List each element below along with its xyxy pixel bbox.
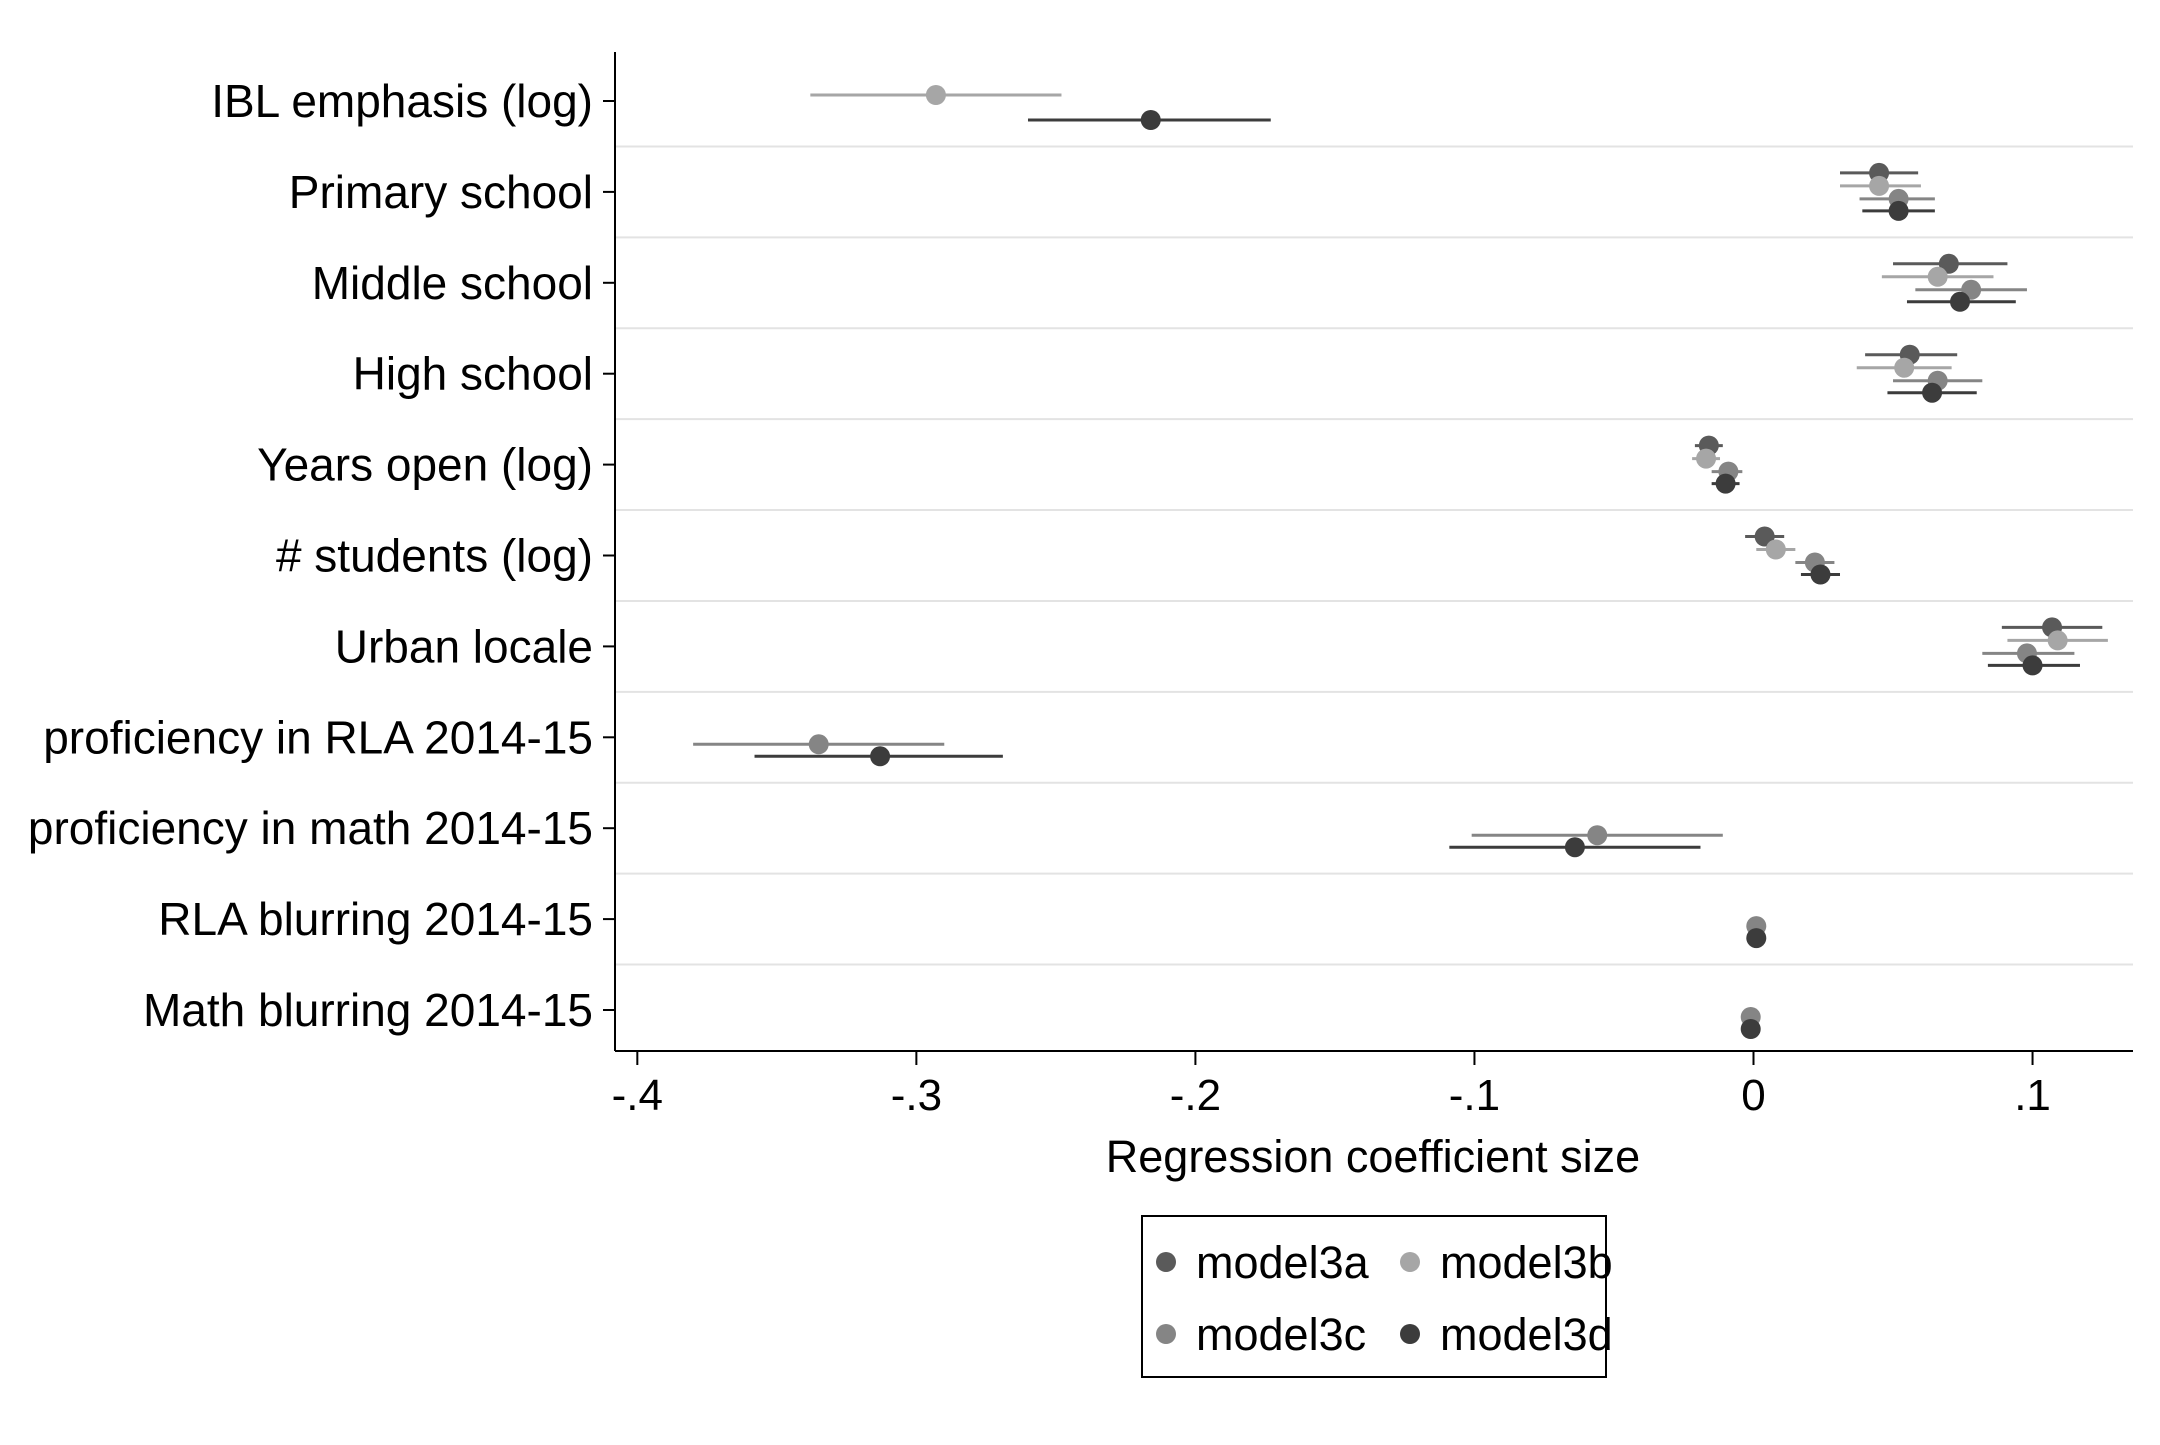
x-tick-label: -.2 xyxy=(1170,1071,1221,1120)
point-model3d xyxy=(1949,291,1970,312)
y-tick-label: proficiency in RLA 2014-15 xyxy=(43,711,593,763)
point-model3d xyxy=(1140,110,1161,130)
point-model3d xyxy=(870,746,891,767)
gridlines xyxy=(615,145,2133,966)
legend-swatch-model3c xyxy=(1156,1324,1176,1344)
point-model3b xyxy=(1869,175,1890,196)
point-model3d xyxy=(1810,564,1831,585)
legend-swatch-model3a xyxy=(1156,1252,1176,1272)
y-tick-label: Years open (log) xyxy=(257,439,593,491)
x-tick-label: -.1 xyxy=(1449,1071,1500,1120)
legend: model3a model3b model3c model3d xyxy=(1141,1215,1613,1378)
y-tick-label: IBL emphasis (log) xyxy=(211,75,593,127)
point-model3d xyxy=(1564,837,1585,858)
point-model3b xyxy=(925,85,946,105)
x-tick-label: -.4 xyxy=(612,1071,663,1120)
y-tick-labels: IBL emphasis (log) Primary school Middle s… xyxy=(28,75,593,1036)
point-model3d xyxy=(1746,928,1767,949)
point-model3b xyxy=(1927,266,1948,287)
x-tick-label: 0 xyxy=(1741,1071,1765,1120)
point-model3d xyxy=(1922,382,1943,403)
axes xyxy=(603,52,2133,1065)
point-model3d xyxy=(2022,655,2043,676)
legend-swatch-model3b xyxy=(1400,1252,1420,1272)
legend-label-model3c: model3c xyxy=(1196,1309,1366,1360)
point-model3b xyxy=(2047,630,2068,651)
legend-swatch-model3d xyxy=(1400,1324,1420,1344)
point-model3d xyxy=(1740,1019,1761,1039)
y-tick-label: Urban locale xyxy=(335,620,593,672)
point-model3d xyxy=(1715,473,1736,494)
point-model3c xyxy=(1587,825,1608,846)
y-tick-label: Middle school xyxy=(312,257,593,309)
y-tick-label: RLA blurring 2014-15 xyxy=(158,893,593,945)
point-model3a xyxy=(1754,526,1775,547)
point-model3b xyxy=(1696,448,1717,469)
point-model3d xyxy=(1888,200,1909,221)
point-model3b xyxy=(1894,357,1915,378)
x-tick-label: -.3 xyxy=(891,1071,942,1120)
point-model3a xyxy=(1938,253,1959,274)
x-axis-title: Regression coefficient size xyxy=(1106,1131,1640,1182)
legend-label-model3b: model3b xyxy=(1440,1237,1613,1288)
series-marks xyxy=(693,85,2108,1039)
point-model3c xyxy=(808,734,829,755)
x-tick-labels: -.4 -.3 -.2 -.1 0 .1 xyxy=(612,1071,2051,1120)
y-tick-label: Primary school xyxy=(289,166,593,218)
legend-label-model3d: model3d xyxy=(1440,1309,1613,1360)
y-tick-label: High school xyxy=(353,348,593,400)
legend-label-model3a: model3a xyxy=(1196,1237,1370,1288)
y-tick-label: Math blurring 2014-15 xyxy=(143,984,593,1036)
point-model3b xyxy=(1765,539,1786,560)
x-tick-label: .1 xyxy=(2014,1071,2051,1120)
y-tick-label: # students (log) xyxy=(276,530,593,582)
y-tick-label: proficiency in math 2014-15 xyxy=(28,802,593,854)
legend-box xyxy=(1141,1215,1607,1378)
